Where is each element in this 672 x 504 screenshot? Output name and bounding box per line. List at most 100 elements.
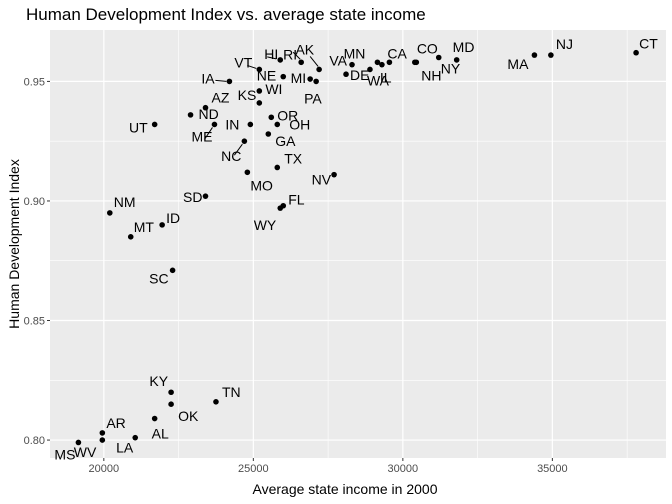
point-label-nc: NC (221, 148, 241, 164)
x-tick-label: 20000 (89, 463, 120, 475)
data-point-sd (202, 193, 209, 199)
leader-line-vt (247, 64, 257, 69)
data-point-md (453, 57, 460, 63)
leader-line-me (204, 127, 213, 140)
point-label-ut: UT (129, 119, 148, 135)
data-point-me (211, 121, 218, 128)
x-tick-label: 30000 (388, 463, 419, 475)
data-point-ks (256, 100, 263, 106)
point-label-pa: PA (304, 90, 322, 106)
data-point-ia (226, 78, 233, 85)
data-point-mi (307, 76, 313, 82)
point-label-ia: IA (201, 70, 215, 86)
data-point-or (268, 114, 275, 121)
data-point-la (132, 434, 139, 441)
point-label-in: IN (225, 116, 239, 132)
point-label-mi: MI (291, 70, 307, 86)
data-point-sc (169, 267, 176, 274)
data-point-ak (316, 66, 322, 73)
point-label-nh: NH (421, 67, 441, 83)
point-label-wv: WV (74, 444, 97, 460)
data-point-ms (75, 439, 82, 446)
data-point-id (159, 222, 165, 228)
leader-line-ak (309, 56, 319, 67)
chart-title: Human Development Index vs. average stat… (26, 5, 426, 24)
data-point-ny (435, 54, 442, 61)
data-point-wv (99, 437, 106, 443)
point-label-ma: MA (507, 56, 529, 72)
data-point-va (349, 61, 355, 68)
data-point-ga (265, 131, 272, 137)
data-point-hi (277, 57, 284, 63)
point-label-md: MD (453, 39, 475, 55)
x-axis-title: Average state income in 2000 (253, 481, 438, 497)
point-label-mt: MT (134, 219, 155, 235)
data-point-mn (374, 59, 381, 66)
y-tick-label: 0.90 (24, 196, 45, 208)
data-point-mo (244, 169, 251, 176)
x-axis-ticks: 20000 25000 30000 35000 (89, 458, 568, 475)
y-axis-ticks: 0.80 0.85 0.90 0.95 (24, 76, 50, 447)
point-label-ak: AK (295, 41, 314, 57)
data-point-ok (168, 401, 174, 408)
point-label-ca: CA (387, 45, 407, 61)
point-label-ny: NY (441, 60, 461, 76)
point-label-il: IL (380, 70, 392, 86)
data-point-il (379, 61, 385, 68)
data-point-tn (213, 399, 219, 405)
point-label-de: DE (350, 67, 369, 83)
data-point-vt (256, 66, 263, 73)
point-label-ar: AR (106, 415, 125, 431)
point-label-mo: MO (250, 177, 273, 193)
point-label-la: LA (116, 440, 134, 456)
data-point-in (247, 121, 254, 128)
data-point-tx (274, 164, 281, 171)
leader-line-hi (267, 56, 277, 60)
data-point-pa (313, 78, 319, 85)
y-tick-label: 0.80 (24, 435, 45, 447)
x-tick-label: 25000 (238, 463, 269, 475)
data-point-nj (548, 52, 554, 58)
point-label-me: ME (191, 128, 212, 144)
data-point-nv (331, 171, 337, 178)
point-label-ct: CT (639, 36, 658, 52)
data-point-ca (386, 59, 393, 66)
leader-line-nc (233, 143, 243, 156)
data-point-wa (367, 66, 373, 73)
point-label-va: VA (329, 53, 347, 69)
point-label-wi: WI (265, 81, 282, 97)
point-label-or: OR (277, 107, 298, 123)
data-point-ri (298, 59, 304, 66)
data-point-az (202, 104, 209, 111)
point-label-hi: HI (264, 46, 278, 62)
point-label-ok: OK (178, 408, 199, 424)
x-tick-label: 35000 (537, 463, 568, 475)
data-point-wy (277, 205, 284, 211)
point-label-fl: FL (288, 192, 305, 208)
data-point-ne (280, 73, 287, 80)
point-label-az: AZ (211, 90, 229, 106)
data-point-mt (127, 234, 134, 240)
point-label-id: ID (166, 210, 180, 226)
data-point-ut (151, 121, 158, 128)
data-point-nc (241, 138, 248, 144)
point-label-nj: NJ (556, 36, 573, 52)
data-points (75, 49, 639, 446)
point-label-ga: GA (275, 133, 296, 149)
point-label-vt: VT (234, 54, 252, 70)
plot-panel (50, 30, 666, 458)
y-tick-label: 0.95 (24, 76, 45, 88)
data-point-oh (274, 121, 281, 128)
point-label-ms: MS (54, 446, 75, 462)
point-label-tx: TX (284, 150, 303, 166)
point-label-tn: TN (222, 384, 241, 400)
point-label-oh: OH (289, 116, 310, 132)
data-point-ky (168, 389, 174, 396)
point-label-ky: KY (149, 373, 168, 389)
data-point-nh (413, 59, 420, 66)
data-point-ar (99, 430, 106, 436)
data-point-wi (256, 88, 263, 94)
point-label-ri: RI (283, 46, 297, 62)
